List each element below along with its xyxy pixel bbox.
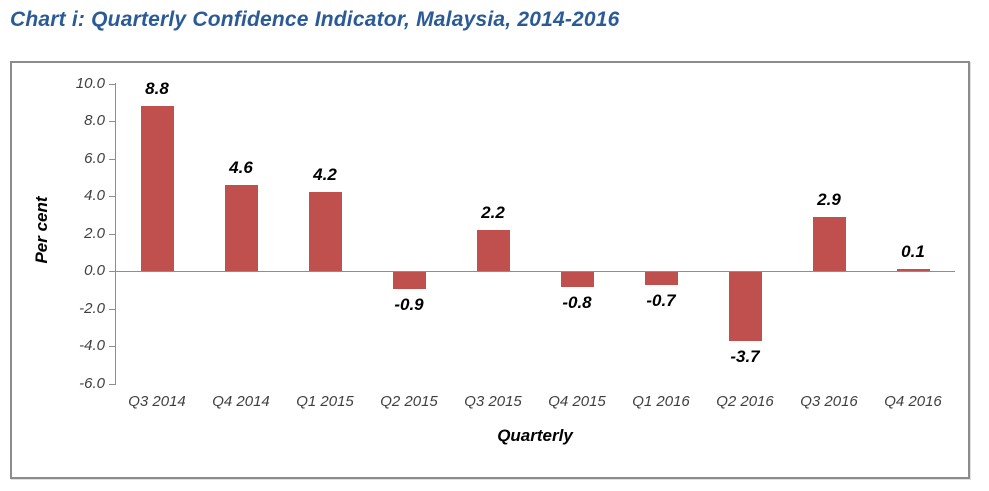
y-tick-label: 8.0 — [84, 112, 105, 129]
bar-value-label: 2.9 — [817, 189, 841, 209]
y-tick-mark — [109, 121, 115, 122]
bar-value-label: 2.2 — [481, 202, 505, 222]
bar-value-label: -0.9 — [394, 294, 424, 314]
y-tick-mark — [109, 308, 115, 310]
x-tick-label: Q1 2016 — [632, 393, 690, 410]
bar — [560, 272, 594, 287]
y-tick-label: 4.0 — [84, 187, 105, 204]
bar-value-label: 0.1 — [901, 242, 925, 262]
y-tick-label: 0.0 — [84, 262, 105, 279]
bar-value-label: -0.8 — [562, 293, 592, 312]
x-tick-label: Q4 2015 — [548, 393, 606, 410]
bar — [224, 184, 258, 271]
chart-title: Chart i: Quarterly Confidence Indicator,… — [10, 8, 620, 31]
bar — [476, 229, 510, 271]
y-tick-mark — [109, 271, 115, 272]
bar-value-label: 4.6 — [229, 157, 253, 177]
y-tick-label: 2.0 — [84, 224, 105, 242]
y-tick-label: -6.0 — [79, 374, 105, 392]
y-tick-mark — [109, 83, 115, 85]
x-tick-label: Q4 2014 — [212, 393, 270, 410]
x-tick-label: Q1 2015 — [296, 393, 354, 410]
bar — [644, 272, 678, 286]
x-tick-label: Q2 2015 — [380, 393, 438, 410]
bar — [308, 192, 342, 271]
x-tick-label: Q3 2015 — [464, 393, 522, 410]
x-tick-label: Q3 2016 — [800, 393, 858, 410]
x-tick-label: Q2 2016 — [716, 393, 774, 410]
bar-value-label: -3.7 — [730, 347, 760, 367]
x-tick-label: Q4 2016 — [884, 393, 942, 410]
bar — [812, 216, 846, 271]
bar — [140, 106, 174, 271]
y-tick-mark — [109, 196, 115, 197]
bar-value-label: -0.7 — [646, 291, 676, 311]
plot-area: Per cent Quarterly 10.0 8.0 6.0 4.0 2.0 0.0 -2… — [12, 63, 968, 477]
y-tick-mark — [109, 346, 115, 347]
bar — [896, 269, 930, 271]
bar-value-label: 4.2 — [313, 165, 337, 185]
bar — [392, 272, 426, 289]
x-tick-label: Q3 2014 — [128, 393, 186, 410]
y-tick-mark — [109, 383, 115, 385]
x-axis-zero-line — [115, 271, 955, 272]
y-axis-line — [115, 83, 116, 385]
y-tick-mark — [109, 158, 115, 160]
bar — [728, 272, 762, 342]
x-axis-title: Quarterly — [497, 426, 573, 445]
y-tick-label: -2.0 — [79, 299, 105, 317]
y-tick-label: 10.0 — [75, 74, 105, 92]
y-tick-label: 6.0 — [84, 149, 105, 167]
y-tick-label: -4.0 — [79, 337, 105, 354]
y-tick-mark — [109, 233, 115, 235]
bar-value-label: 8.8 — [145, 79, 169, 98]
chart-frame: Per cent Quarterly 10.0 8.0 6.0 4.0 2.0 0.0 -2… — [10, 61, 970, 479]
